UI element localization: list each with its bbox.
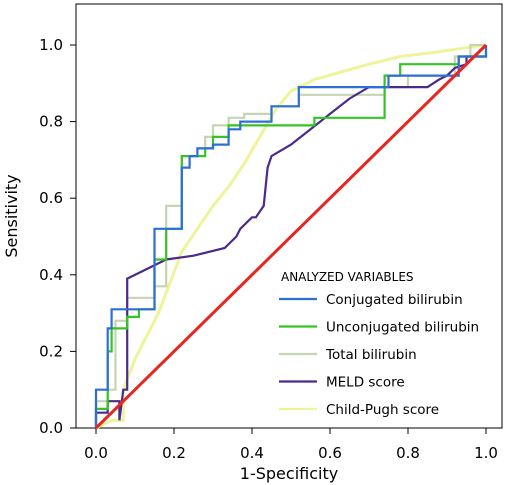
x-tick-label: 0.4	[240, 444, 264, 462]
reference-diagonal-line	[94, 43, 488, 430]
y-axis-title: Sensitivity	[2, 174, 21, 257]
y-tick-label: 1.0	[39, 36, 63, 54]
x-tick-label: 1.0	[474, 444, 498, 462]
x-axis-title: 1-Specificity	[240, 464, 338, 483]
legend-label: Unconjugated bilirubin	[326, 320, 479, 336]
legend-label: Total bilirubin	[325, 347, 417, 363]
x-tick-label: 0.0	[84, 444, 108, 462]
y-tick-label: 0.2	[39, 342, 63, 360]
legend-label: MELD score	[326, 375, 405, 391]
y-tick-label: 0.4	[39, 266, 63, 284]
series-layer	[94, 43, 488, 430]
y-tick-label: 0.0	[39, 419, 63, 437]
y-axis-ticks: 0.0 0.2 0.4 0.6 0.8 1.0	[39, 36, 76, 437]
x-tick-label: 0.2	[162, 444, 186, 462]
legend-title: ANALYZED VARIABLES	[281, 270, 414, 284]
legend-label: Child-Pugh score	[326, 402, 439, 418]
legend-label: Conjugated bilirubin	[326, 292, 463, 308]
series-line-conjugated-bilirubin	[94, 45, 488, 428]
x-tick-label: 0.8	[396, 444, 420, 462]
series-line-unconjugated-bilirubin	[94, 45, 488, 428]
legend: ANALYZED VARIABLES Conjugated bilirubin U…	[279, 270, 479, 418]
series-line-child-pugh-score	[95, 43, 487, 430]
y-tick-label: 0.6	[39, 189, 63, 207]
y-tick-label: 0.8	[39, 113, 63, 131]
x-tick-label: 0.6	[318, 444, 342, 462]
x-axis-ticks: 0.0 0.2 0.4 0.6 0.8 1.0	[84, 428, 498, 462]
plot-area-frame	[75, 3, 503, 429]
